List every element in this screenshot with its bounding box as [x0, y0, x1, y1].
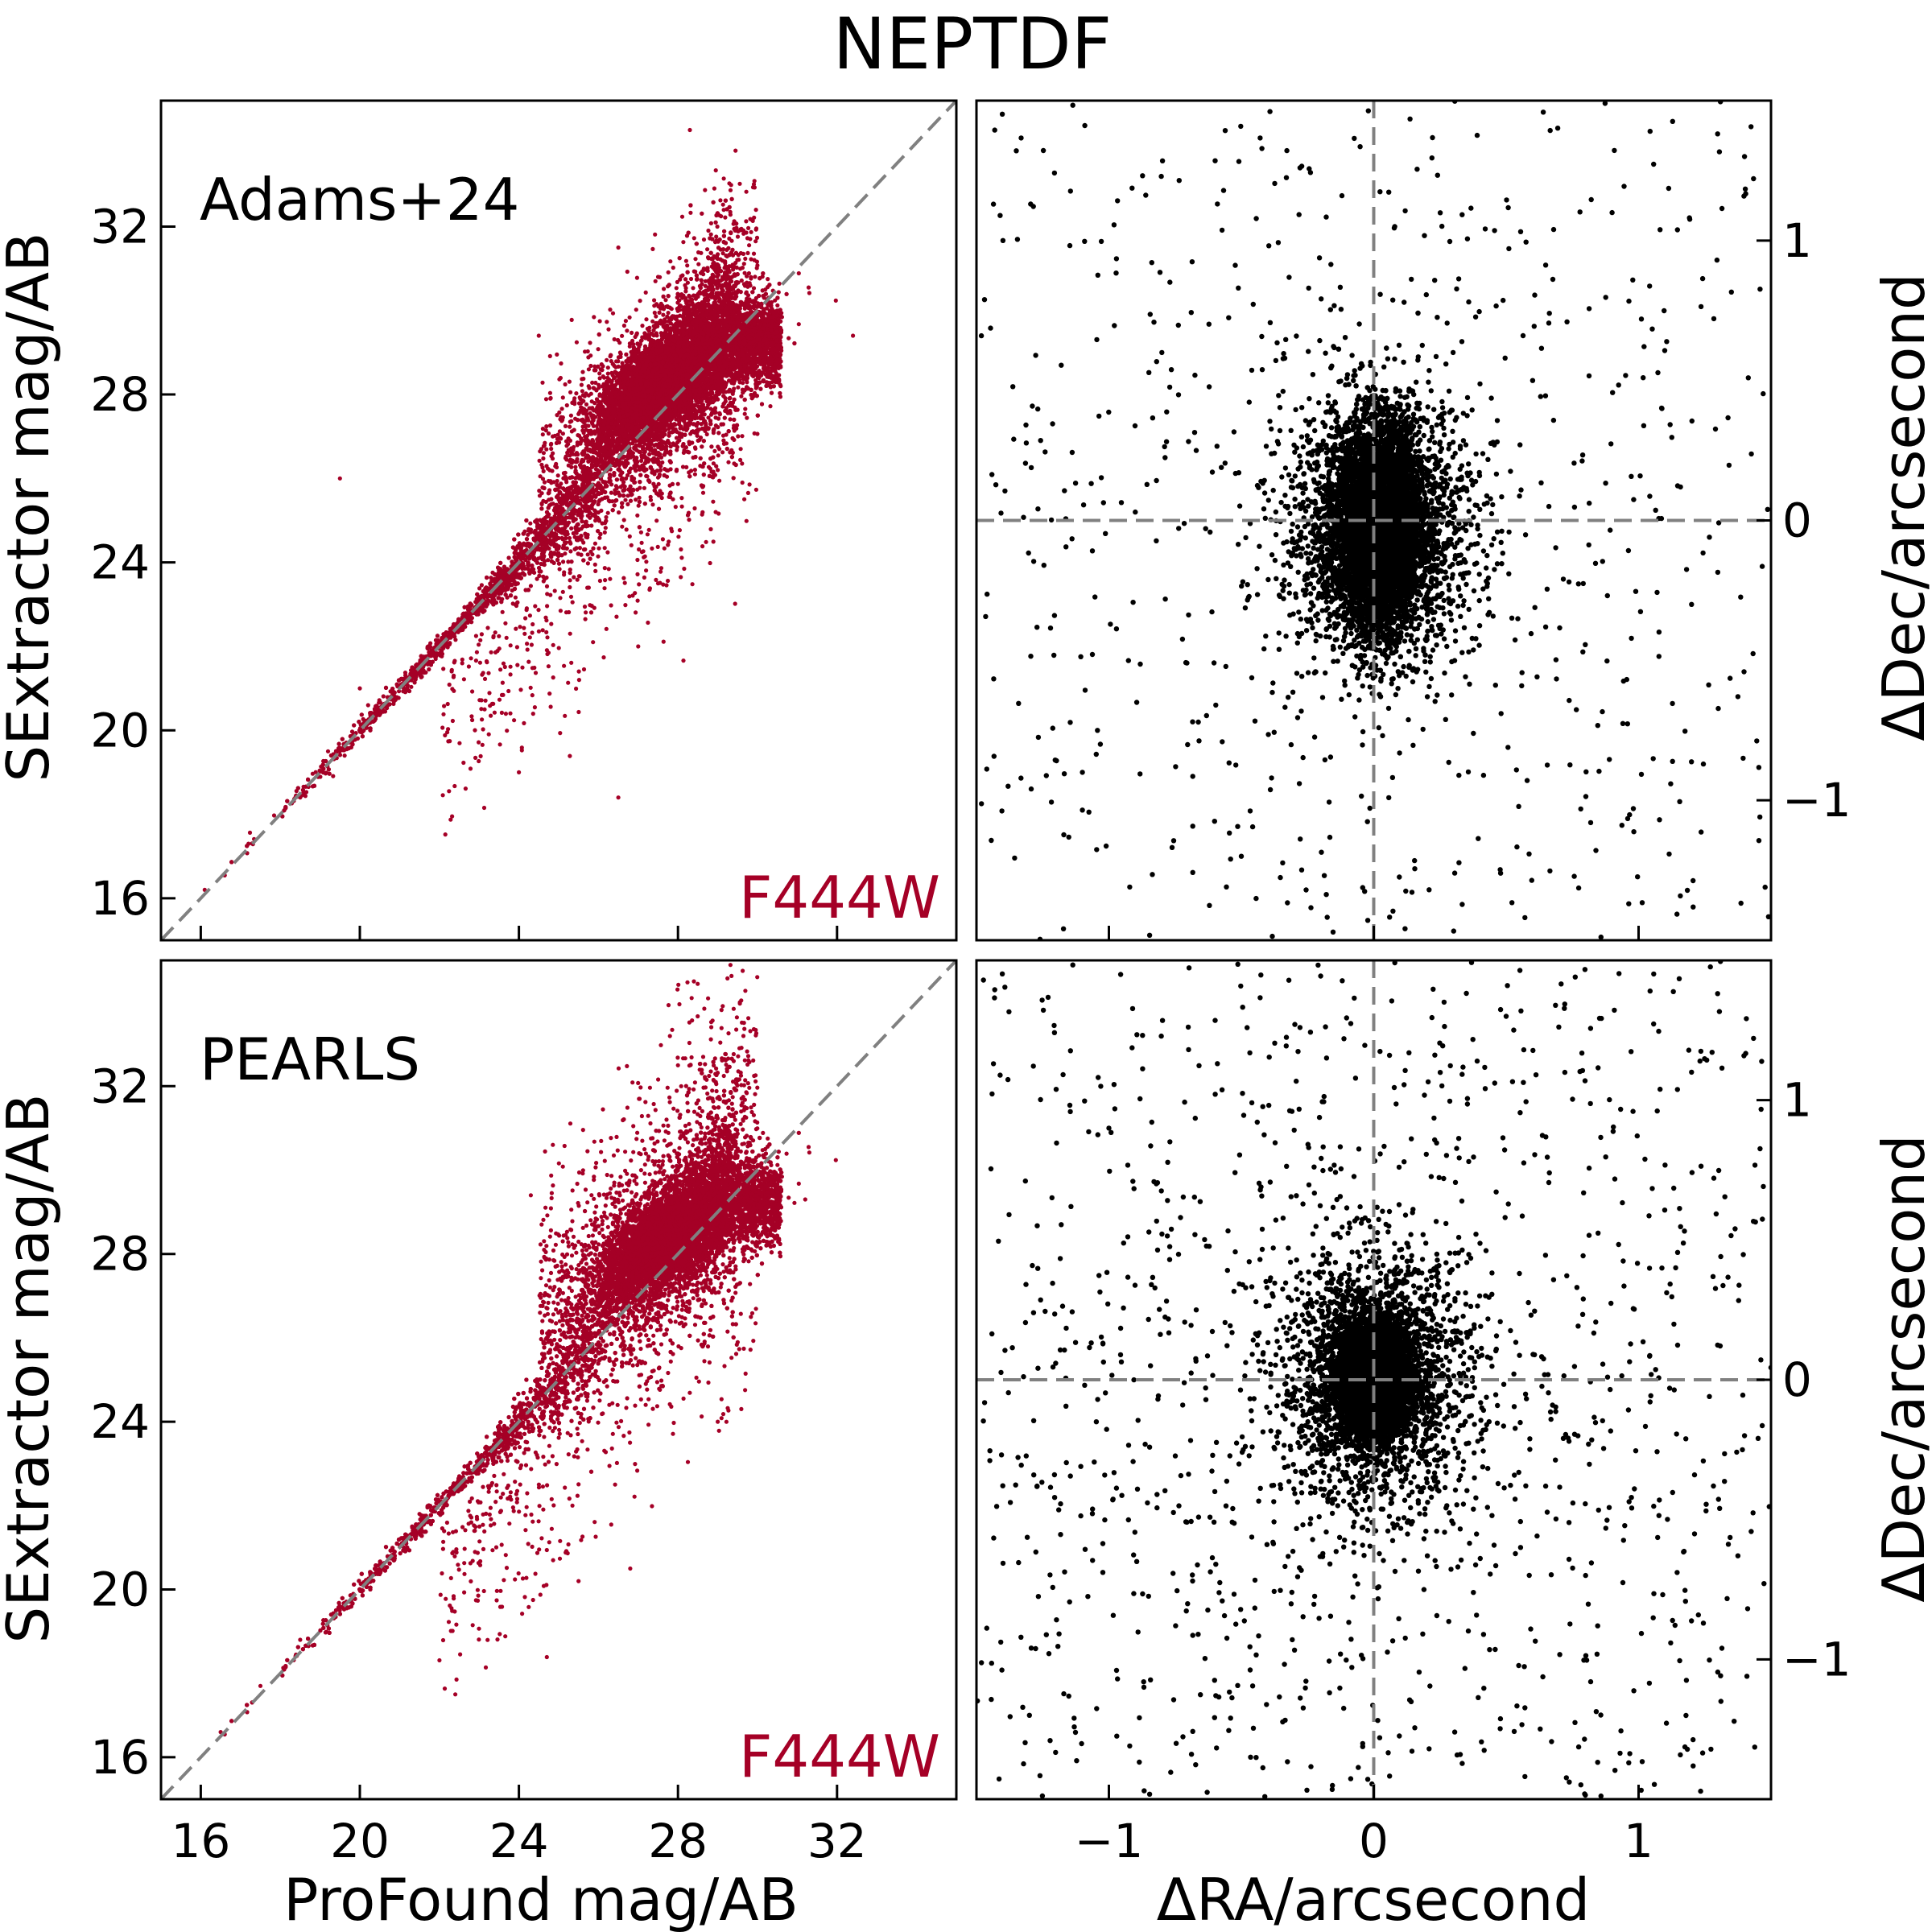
- data-point: [627, 534, 632, 539]
- data-point: [577, 546, 583, 551]
- data-point: [568, 549, 573, 554]
- data-point: [427, 667, 431, 672]
- data-point: [711, 461, 716, 466]
- ylabel-bottom-left: SExtractor mag/AB: [0, 1094, 62, 1644]
- data-point: [768, 404, 773, 409]
- data-point: [409, 684, 414, 689]
- data-point: [589, 523, 594, 528]
- data-point: [453, 638, 458, 642]
- data-point: [489, 576, 493, 580]
- data-point: [433, 656, 438, 662]
- data-point: [712, 448, 717, 454]
- data-point: [671, 265, 675, 270]
- data-point: [331, 774, 336, 778]
- figure-title: NEPTDF: [833, 2, 1113, 85]
- data-point: [654, 314, 658, 319]
- data-point: [642, 485, 647, 490]
- data-point: [706, 228, 711, 233]
- xlabel-bottom-left: ProFound mag/AB: [283, 1866, 799, 1932]
- data-point: [535, 576, 539, 581]
- data-point: [271, 813, 277, 818]
- ylabel-top-left: SExtractor mag/AB: [0, 233, 62, 782]
- data-point: [637, 495, 642, 500]
- data-point: [691, 286, 696, 291]
- data-point: [736, 385, 741, 390]
- data-point: [569, 526, 574, 531]
- data-point: [602, 546, 607, 551]
- ylabel-top-right: ΔDec/arcsecond: [1870, 273, 1932, 741]
- data-point: [751, 286, 757, 291]
- data-point: [381, 694, 386, 699]
- data-point: [773, 298, 778, 303]
- data-point: [668, 444, 673, 449]
- data-point: [721, 176, 726, 181]
- data-point: [625, 493, 630, 498]
- data-point: [716, 468, 720, 473]
- data-point: [310, 771, 315, 776]
- data-point: [742, 411, 747, 416]
- data-point: [691, 236, 696, 241]
- xlabel-bottom-right: ΔRA/arcsecond: [1157, 1866, 1590, 1932]
- data-point: [680, 464, 686, 469]
- data-point: [706, 415, 711, 420]
- data-point: [528, 521, 533, 526]
- ylabel-bottom-right: ΔDec/arcsecond: [1870, 1134, 1932, 1602]
- data-point: [720, 450, 725, 455]
- data-point: [711, 539, 716, 544]
- data-point: [717, 478, 722, 483]
- data-point: [714, 234, 719, 239]
- data-point: [721, 208, 726, 213]
- data-point: [342, 753, 347, 758]
- data-point: [479, 583, 485, 588]
- data-point: [477, 586, 482, 591]
- data-point: [365, 703, 370, 708]
- data-point: [349, 729, 355, 734]
- data-point: [700, 490, 706, 495]
- data-point: [625, 473, 630, 478]
- data-point: [713, 423, 719, 428]
- data-point: [693, 257, 698, 262]
- data-point: [693, 446, 698, 451]
- data-point: [526, 532, 530, 537]
- data-point: [608, 478, 613, 484]
- data-point: [247, 830, 253, 835]
- data-point: [687, 518, 691, 522]
- data-point: [636, 503, 641, 508]
- data-point: [609, 490, 614, 495]
- scatter-points: [202, 127, 856, 892]
- data-point: [777, 281, 782, 286]
- data-point: [644, 317, 649, 322]
- data-point: [688, 276, 694, 282]
- data-point: [412, 680, 417, 685]
